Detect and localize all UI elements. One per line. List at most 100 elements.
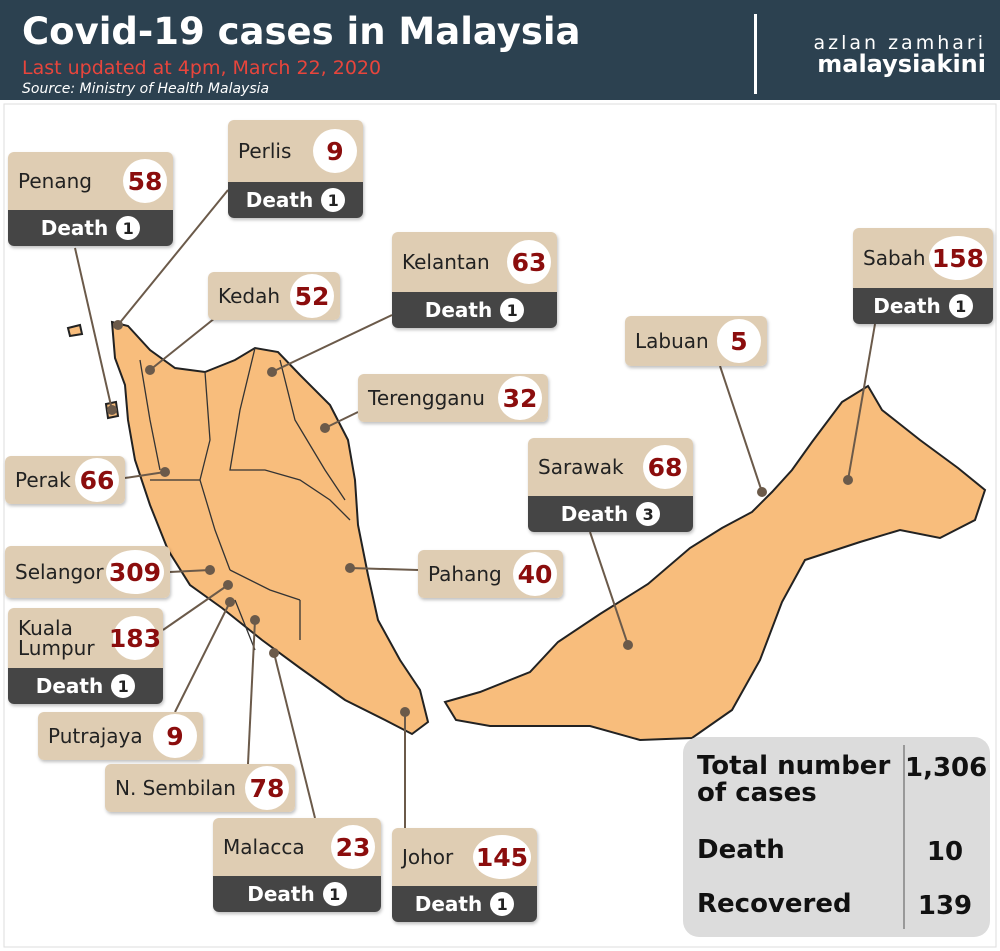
state-cases: Kelantan 63 xyxy=(392,232,557,292)
state-box: Putrajaya 9 xyxy=(38,712,203,760)
state-name: Labuan xyxy=(635,329,709,353)
credit-author: azlan zamhari xyxy=(813,32,986,54)
borneo-malaysia xyxy=(443,384,987,742)
death-count: 1 xyxy=(111,674,136,698)
case-count: 63 xyxy=(507,240,551,284)
state-point xyxy=(250,615,260,625)
credit-outlet: malaysiakini xyxy=(817,50,986,78)
death-count: 1 xyxy=(490,892,515,916)
summary-label: Death xyxy=(697,835,785,865)
death-count: 3 xyxy=(636,502,661,526)
leader-line xyxy=(174,601,231,713)
death-label: Death xyxy=(35,674,104,698)
death-count: 1 xyxy=(321,188,346,212)
leader-line xyxy=(124,471,166,479)
state-name: Pahang xyxy=(428,562,502,586)
case-count: 5 xyxy=(717,319,761,363)
divider xyxy=(754,14,757,94)
title: Covid-19 cases in Malaysia xyxy=(22,10,581,53)
death-label: Death xyxy=(40,216,109,240)
leader-line xyxy=(847,323,876,481)
leader-line xyxy=(149,317,216,371)
state-box: Sarawak 68 Death 3 xyxy=(528,438,693,532)
header: Covid-19 cases in Malaysia Last updated … xyxy=(0,0,1000,100)
state-cases: Sabah 158 xyxy=(853,228,993,288)
state-point xyxy=(225,597,235,607)
state-box: N. Sembilan 78 xyxy=(105,764,295,812)
leader-line xyxy=(273,652,316,819)
leader-line xyxy=(271,314,393,373)
state-name: Perak xyxy=(15,468,71,492)
state-name: Perlis xyxy=(238,139,292,163)
state-point xyxy=(113,320,123,330)
state-box: Terengganu 32 xyxy=(358,374,548,422)
state-cases: Penang 58 xyxy=(8,152,173,210)
case-count: 145 xyxy=(472,835,531,879)
summary-label: Total number of cases xyxy=(697,751,891,808)
state-cases: Labuan 5 xyxy=(625,316,767,366)
frame xyxy=(3,103,997,948)
death-label: Death xyxy=(560,502,629,526)
summary: Total number of cases 1,306 Death 10 Recover… xyxy=(683,737,990,937)
state-box: Malacca 23 Death 1 xyxy=(213,818,381,912)
death-label: Death xyxy=(245,188,314,212)
state-point xyxy=(757,487,767,497)
state-box: Kuala Lumpur 183 Death 1 xyxy=(8,608,163,704)
state-cases: Kuala Lumpur 183 xyxy=(8,608,163,668)
state-cases: Malacca 23 xyxy=(213,818,381,876)
leader-line xyxy=(324,411,359,429)
state-box: Pahang 40 xyxy=(418,550,563,598)
state-box: Perlis 9 Death 1 xyxy=(228,120,363,218)
summary-value: 139 xyxy=(917,891,973,921)
leader-line xyxy=(169,569,211,573)
state-name: N. Sembilan xyxy=(115,776,236,800)
summary-divider xyxy=(903,745,905,929)
death-count: 1 xyxy=(500,298,525,322)
state-box: Labuan 5 xyxy=(625,316,767,366)
state-name: Kelantan xyxy=(402,250,490,274)
state-name: Malacca xyxy=(223,835,305,859)
death-count: 1 xyxy=(116,216,141,240)
leader-line xyxy=(589,531,629,646)
state-point xyxy=(267,367,277,377)
death-label: Death xyxy=(247,882,315,906)
state-cases: Kedah 52 xyxy=(208,272,340,320)
case-count: 58 xyxy=(123,159,167,203)
leader-line xyxy=(74,247,113,411)
death-bar: Death 3 xyxy=(528,496,693,532)
case-count: 68 xyxy=(643,445,687,489)
case-count: 23 xyxy=(331,825,375,869)
state-point xyxy=(145,365,155,375)
state-point xyxy=(107,405,117,415)
death-bar: Death 1 xyxy=(392,292,557,328)
state-name: Terengganu xyxy=(368,386,485,410)
state-point xyxy=(205,565,215,575)
leader-line xyxy=(719,365,763,493)
leader-line xyxy=(162,584,229,631)
summary-label: Recovered xyxy=(697,889,852,919)
death-label: Death xyxy=(424,298,493,322)
state-cases: Pahang 40 xyxy=(418,550,563,598)
langkawi xyxy=(66,323,84,338)
death-bar: Death 1 xyxy=(392,886,537,922)
death-bar: Death 1 xyxy=(8,668,163,704)
state-cases: Johor 145 xyxy=(392,828,537,886)
death-bar: Death 1 xyxy=(853,288,993,324)
state-box: Perak 66 xyxy=(5,456,125,504)
leader-line xyxy=(247,619,256,765)
leader-line xyxy=(117,189,229,326)
state-name: Sabah xyxy=(863,246,926,270)
case-count: 32 xyxy=(498,376,542,420)
state-box: Sabah 158 Death 1 xyxy=(853,228,993,324)
state-point xyxy=(269,648,279,658)
death-count: 1 xyxy=(948,294,973,318)
state-point xyxy=(345,563,355,573)
state-name: Kedah xyxy=(218,284,281,308)
case-count: 78 xyxy=(245,766,289,810)
updated: Last updated at 4pm, March 22, 2020 xyxy=(22,57,382,79)
case-count: 9 xyxy=(153,714,197,758)
death-bar: Death 1 xyxy=(228,182,363,218)
state-name: Kuala Lumpur xyxy=(18,616,95,660)
